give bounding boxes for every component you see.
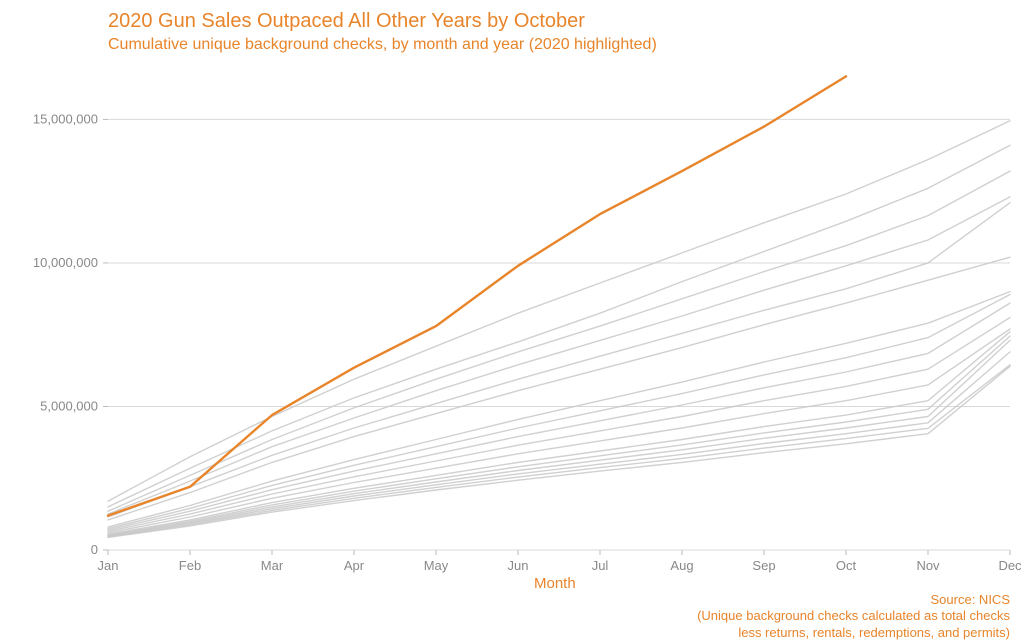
background-series-line [108, 257, 1010, 520]
y-tick-label: 5,000,000 [40, 398, 98, 413]
x-tick-label: Nov [916, 558, 940, 573]
background-series-line [108, 332, 1010, 534]
y-tick-label: 0 [91, 542, 98, 557]
x-tick-label: Jun [508, 558, 529, 573]
source-line: less returns, rentals, redemptions, and … [697, 625, 1010, 640]
background-series-line [108, 303, 1010, 530]
chart-container: 2020 Gun Sales Outpaced All Other Years … [0, 0, 1024, 640]
y-tick-label: 15,000,000 [33, 111, 98, 126]
x-tick-label: May [424, 558, 449, 573]
background-series-line [108, 295, 1010, 529]
x-tick-label: Oct [836, 558, 857, 573]
x-tick-label: Sep [752, 558, 775, 573]
x-axis-title: Month [534, 575, 576, 592]
y-tick-label: 10,000,000 [33, 255, 98, 270]
x-tick-label: Aug [670, 558, 693, 573]
background-series-line [108, 203, 1010, 517]
x-tick-label: Jan [98, 558, 119, 573]
x-tick-label: Jul [592, 558, 609, 573]
background-series-line [108, 171, 1010, 511]
x-tick-label: Dec [998, 558, 1022, 573]
x-tick-label: Apr [344, 558, 365, 573]
source-line: (Unique background checks calculated as … [697, 608, 1010, 624]
chart-svg: 0 5,000,000 10,000,000 15,000,000 Jan Feb Mar A… [0, 0, 1024, 640]
x-tick-label: Feb [179, 558, 201, 573]
highlight-series-line [108, 76, 846, 515]
source-line: Source: NICS [697, 592, 1010, 608]
x-tick-label: Mar [261, 558, 284, 573]
source-note: Source: NICS(Unique background checks ca… [697, 592, 1010, 640]
